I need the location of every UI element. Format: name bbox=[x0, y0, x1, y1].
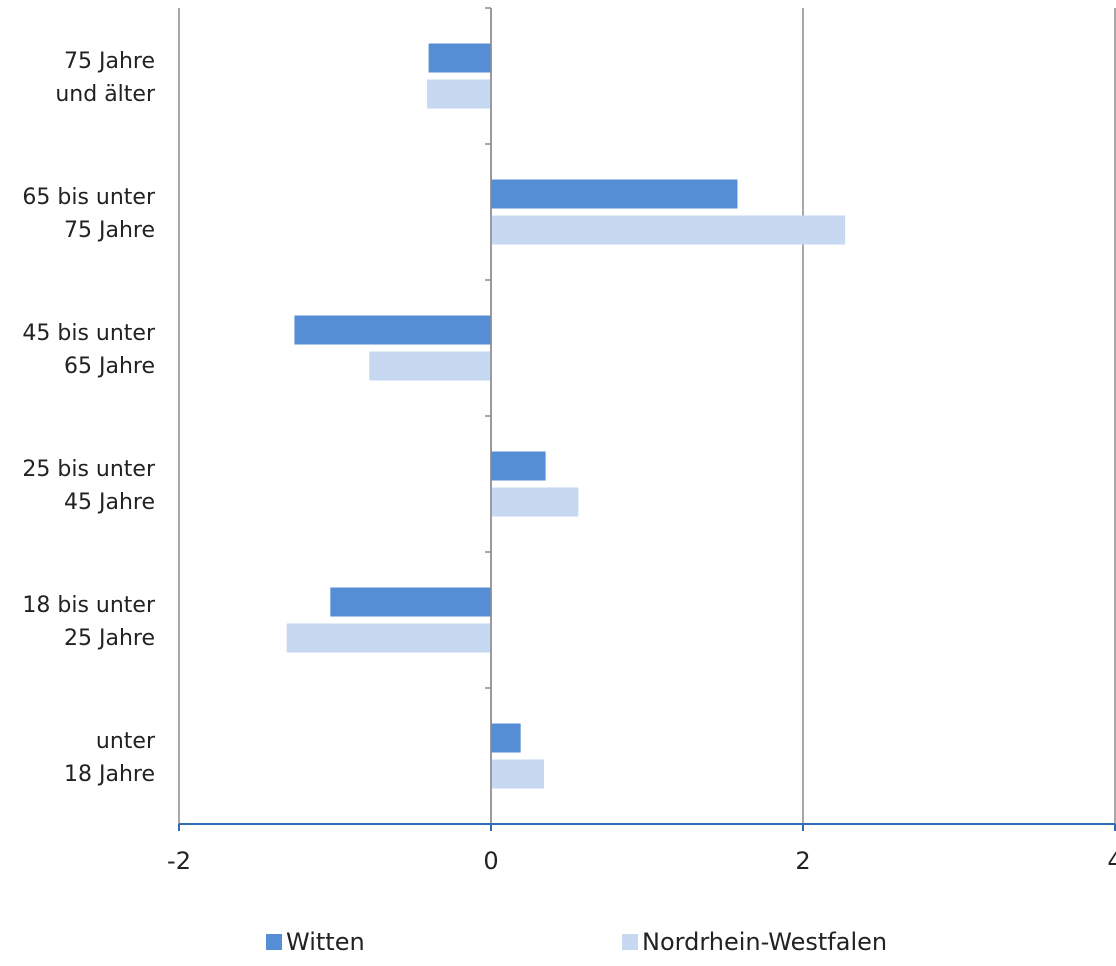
x-tick-label: 4 bbox=[1107, 847, 1116, 875]
legend-label: Witten bbox=[286, 928, 365, 956]
x-tick-label: 2 bbox=[795, 847, 810, 875]
axes bbox=[178, 7, 1116, 831]
x-tick-label: -2 bbox=[167, 847, 191, 875]
bar-witten bbox=[491, 451, 546, 481]
x-tick-label: 0 bbox=[483, 847, 498, 875]
bar-nordrhein-westfalen bbox=[491, 215, 846, 245]
category-label: 65 bis unter 75 Jahre bbox=[22, 185, 156, 243]
bar-nordrhein-westfalen bbox=[286, 623, 491, 653]
bar-witten bbox=[428, 43, 491, 73]
bar-witten bbox=[491, 723, 521, 753]
category-label: 45 bis unter 65 Jahre bbox=[22, 321, 156, 379]
category-label: 75 Jahre und älter bbox=[55, 49, 156, 107]
legend-swatch bbox=[266, 934, 282, 950]
bar-witten bbox=[491, 179, 738, 209]
gridlines bbox=[178, 8, 1116, 824]
bars bbox=[286, 43, 846, 789]
legend-label: Nordrhein-Westfalen bbox=[642, 928, 887, 956]
bar-nordrhein-westfalen bbox=[427, 79, 491, 109]
category-label: 25 bis unter 45 Jahre bbox=[22, 457, 156, 515]
legend-swatch bbox=[622, 934, 638, 950]
bar-witten bbox=[330, 587, 491, 617]
legend: Witten Nordrhein-Westfalen bbox=[266, 928, 887, 956]
category-label: 18 bis unter 25 Jahre bbox=[22, 593, 156, 651]
bar-nordrhein-westfalen bbox=[369, 351, 491, 381]
tick-labels: -2 0 2 4 bbox=[167, 847, 1116, 875]
category-label: unter 18 Jahre bbox=[64, 729, 156, 787]
bar-nordrhein-westfalen bbox=[491, 759, 545, 789]
bar-nordrhein-westfalen bbox=[491, 487, 579, 517]
bar-witten bbox=[294, 315, 491, 345]
category-labels: 75 Jahre und älter 65 bis unter 75 Jahre 45 … bbox=[22, 49, 156, 787]
